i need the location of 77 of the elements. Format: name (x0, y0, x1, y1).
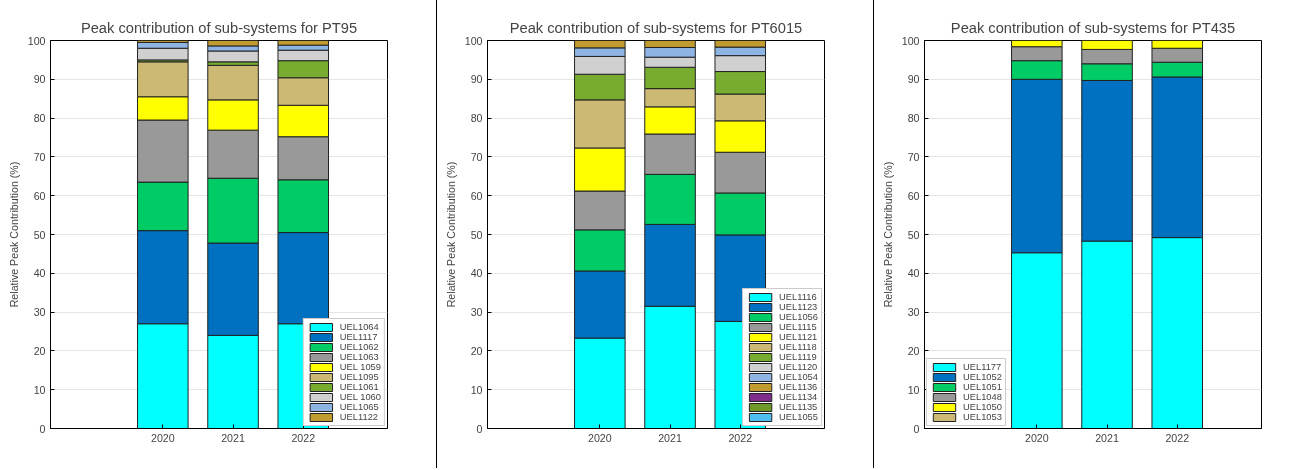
y-axis-title: Relative Peak Contribution (%) (444, 161, 457, 308)
legend-label: UEL1118 (779, 342, 817, 352)
x-tick-label: 2020 (1024, 431, 1049, 444)
y-tick-label: 80 (907, 112, 920, 125)
y-tick-label: 40 (470, 267, 483, 280)
y-tick-label: 20 (470, 344, 483, 357)
y-tick-label: 50 (907, 228, 920, 241)
y-tick-label: 20 (33, 344, 46, 357)
legend-label: UEL1122 (339, 412, 379, 422)
x-tick-label: 2022 (291, 431, 316, 444)
y-tick-label: 80 (470, 112, 483, 125)
legend-label: UEL1062 (339, 342, 379, 352)
legend-label: UEL1095 (339, 372, 379, 382)
y-tick-label: 0 (913, 422, 920, 435)
chart-title: Peak contribution of sub-systems for PT95 (80, 19, 358, 36)
legend-label: UEL1052 (963, 372, 1002, 382)
legend-label: UEL1050 (963, 402, 1002, 412)
y-tick-label: 60 (907, 189, 920, 202)
legend-label: UEL1116 (779, 292, 817, 302)
y-tick-label: 70 (907, 150, 920, 163)
x-tick-label: 2022 (728, 431, 753, 444)
legend-label: UEL 1060 (339, 392, 381, 402)
legend-label: UEL1055 (779, 412, 818, 422)
legend-label: UEL1134 (779, 392, 818, 402)
chart-title: Peak contribution of sub-systems for PT6015 (509, 19, 803, 36)
y-tick-label: 50 (33, 228, 46, 241)
x-tick-label: 2022 (1165, 431, 1190, 444)
y-tick-label: 60 (470, 189, 483, 202)
legend-label: UEL1061 (339, 382, 379, 392)
legend-label: UEL1048 (963, 392, 1002, 402)
y-tick-label: 10 (33, 383, 46, 396)
y-tick-label: 90 (907, 73, 920, 86)
y-axis-title: Relative Peak Contribution (%) (881, 161, 894, 308)
y-tick-label: 70 (33, 150, 46, 163)
legend-label: UEL1065 (339, 402, 379, 412)
y-tick-label: 60 (33, 189, 46, 202)
x-tick-label: 2020 (587, 431, 612, 444)
legend-label: UEL1064 (339, 322, 379, 332)
y-tick-label: 90 (33, 73, 46, 86)
y-tick-label: 30 (470, 306, 483, 319)
y-tick-label: 20 (907, 344, 920, 357)
y-tick-label: 30 (33, 306, 46, 319)
y-tick-label: 30 (907, 306, 920, 319)
legend-label: UEL1053 (963, 412, 1002, 422)
y-tick-label: 40 (33, 267, 46, 280)
legend-label: UEL1056 (779, 312, 818, 322)
y-tick-label: 100 (27, 34, 46, 47)
legend-label: UEL1135 (779, 402, 818, 412)
chart-title: Peak contribution of sub-systems for PT435 (950, 19, 1236, 36)
x-tick-label: 2021 (1095, 431, 1119, 444)
y-tick-label: 80 (33, 112, 46, 125)
y-tick-label: 0 (39, 422, 46, 435)
y-tick-label: 10 (470, 383, 483, 396)
legend-label: UEL1123 (779, 302, 818, 312)
legend-label: UEL1063 (339, 352, 379, 362)
legend-label: UEL1054 (779, 372, 818, 382)
legend-label: UEL1115 (779, 322, 817, 332)
y-tick-label: 40 (907, 267, 920, 280)
x-tick-label: 2021 (658, 431, 682, 444)
x-tick-label: 2021 (221, 431, 245, 444)
y-axis-title: Relative Peak Contribution (%) (7, 161, 20, 308)
y-tick-label: 0 (476, 422, 483, 435)
legend-label: UEL1177 (963, 362, 1002, 372)
legend-label: UEL1136 (779, 382, 818, 392)
legend-label: UEL1120 (779, 362, 818, 372)
legend-label: UEL1051 (963, 382, 1002, 392)
x-tick-label: 2020 (150, 431, 175, 444)
y-tick-label: 90 (470, 73, 483, 86)
legend-label: UEL1121 (779, 332, 818, 342)
y-tick-label: 100 (901, 34, 920, 47)
y-tick-label: 10 (907, 383, 920, 396)
legend-label: UEL 1059 (339, 362, 381, 372)
y-tick-label: 70 (470, 150, 483, 163)
legend-label: UEL1117 (339, 332, 378, 342)
y-tick-label: 100 (464, 34, 483, 47)
legend-label: UEL1119 (779, 352, 817, 362)
y-tick-label: 50 (470, 228, 483, 241)
